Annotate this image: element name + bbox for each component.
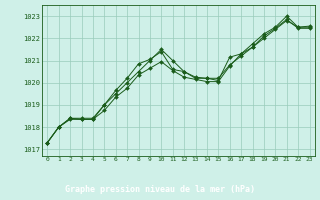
Text: Graphe pression niveau de la mer (hPa): Graphe pression niveau de la mer (hPa) — [65, 185, 255, 194]
